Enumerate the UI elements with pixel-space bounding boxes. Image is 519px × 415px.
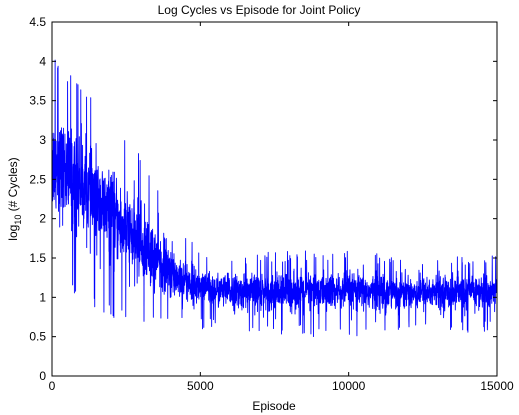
- y-tick-label: 1.5: [29, 251, 46, 265]
- y-tick-label: 4.5: [29, 15, 46, 29]
- y-axis-title-rest: (# Cycles): [6, 157, 20, 214]
- plot-frame: [51, 21, 498, 377]
- y-tick-label: 1: [39, 290, 46, 304]
- y-axis: 0 0.5 1 1.5 2 2.5 3 3.5 4 4.5: [29, 15, 497, 383]
- y-tick-label: 0.5: [29, 330, 46, 344]
- y-tick-label: 2.5: [29, 172, 46, 186]
- series-line: [51, 59, 498, 338]
- x-tick-label: 5000: [187, 379, 214, 393]
- y-tick-label: 3.5: [29, 94, 46, 108]
- x-axis: 0 5000 10000 15000: [49, 22, 514, 393]
- data-layer: [51, 59, 498, 338]
- x-axis-title: Episode: [252, 399, 296, 413]
- y-tick-label: 0: [39, 369, 46, 383]
- y-tick-label: 2: [39, 212, 46, 226]
- x-tick-label: 10000: [332, 379, 366, 393]
- x-tick-label: 15000: [480, 379, 514, 393]
- y-axis-title-subscript: 10: [13, 215, 23, 225]
- y-tick-label: 4: [39, 54, 46, 68]
- y-axis-title: log10 (# Cycles): [6, 157, 23, 240]
- y-tick-label: 3: [39, 133, 46, 147]
- chart-title: Log Cycles vs Episode for Joint Policy: [158, 3, 361, 17]
- x-tick-label: 0: [49, 379, 56, 393]
- y-axis-title-main: log: [6, 225, 20, 241]
